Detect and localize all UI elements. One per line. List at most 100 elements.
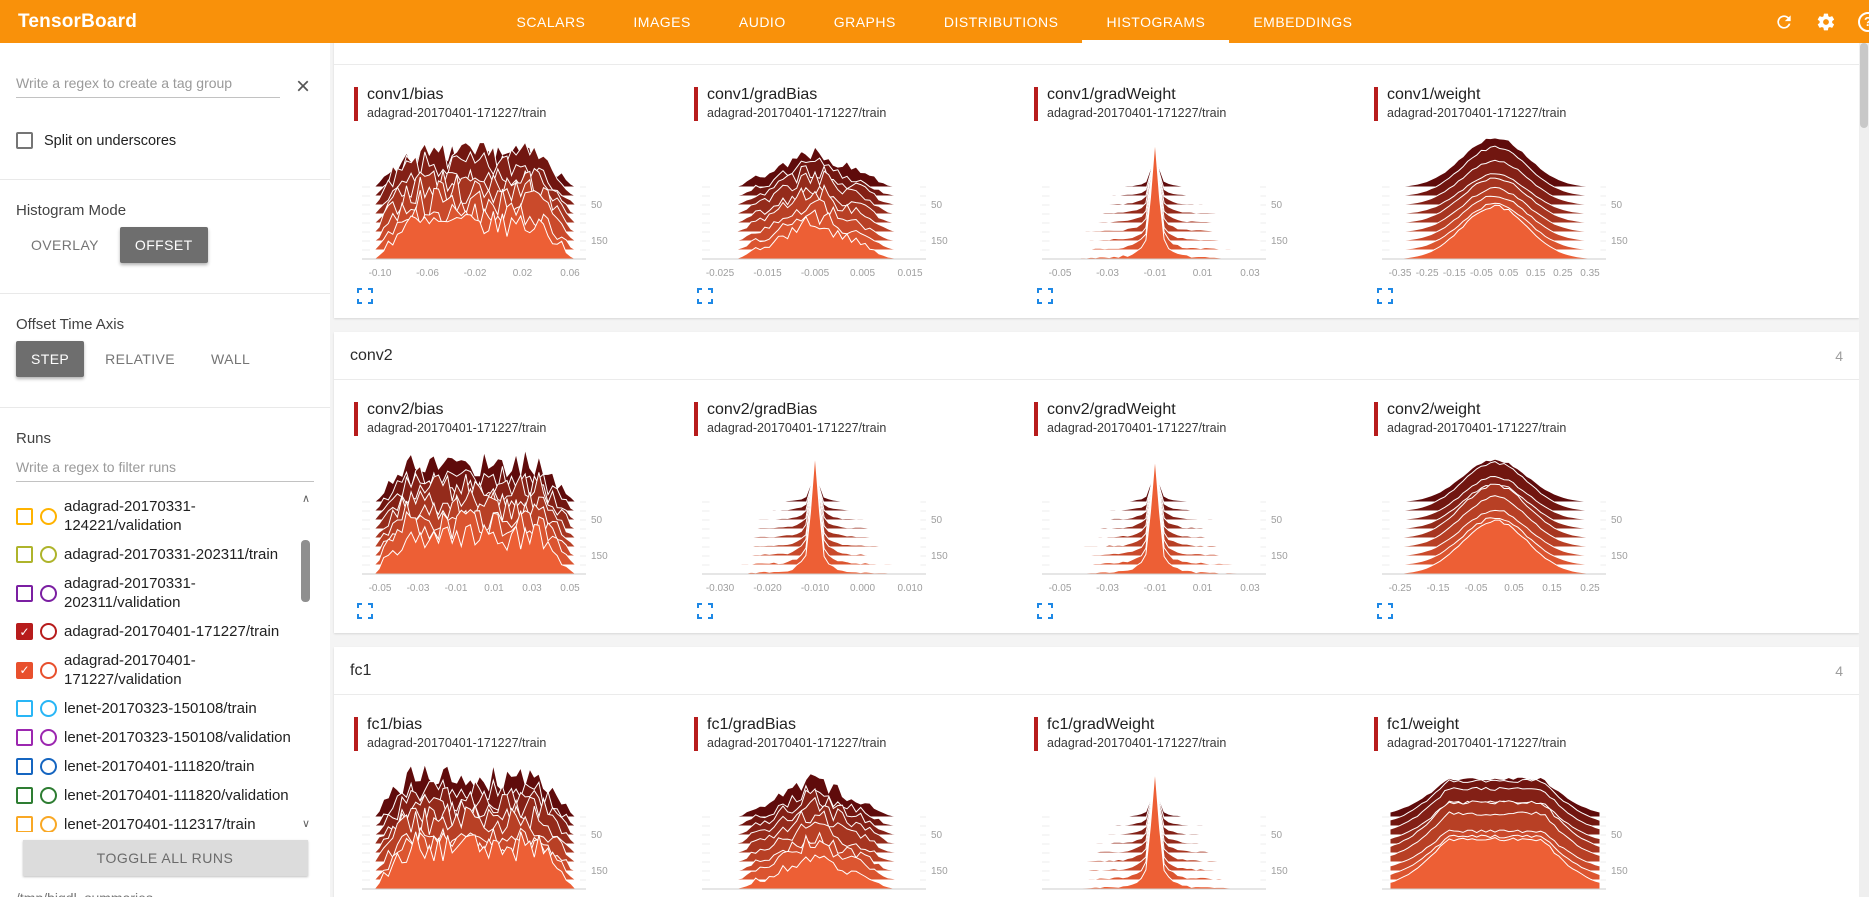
card-title: conv1/bias adagrad-20170401-171227/train (354, 85, 680, 121)
tab-histograms[interactable]: HISTOGRAMS (1082, 0, 1230, 43)
run-radio-icon[interactable] (40, 661, 57, 679)
run-row[interactable]: ✓ adagrad-20170401-171227/validation (16, 646, 294, 694)
app-title: TensorBoard (18, 10, 138, 32)
tab-scalars[interactable]: SCALARS (516, 13, 586, 30)
expand-icon[interactable] (1376, 602, 1394, 620)
run-row[interactable]: adagrad-20170331-124221/validation (16, 492, 294, 540)
svg-text:0.35: 0.35 (1580, 268, 1600, 279)
run-row[interactable]: ✓ adagrad-20170401-171227/train (16, 617, 294, 646)
run-radio-icon[interactable] (40, 584, 57, 602)
run-label: lenet-20170323-150108/validation (64, 729, 291, 746)
run-checkbox[interactable]: ✓ (16, 623, 33, 640)
category-header[interactable]: fc1 4 (334, 647, 1859, 695)
expand-icon[interactable] (1036, 287, 1054, 305)
category-header[interactable]: conv14 (334, 43, 1859, 65)
run-label: adagrad-20170331-124221/validation (64, 498, 196, 534)
offset-button[interactable]: OFFSET (119, 227, 208, 263)
run-checkbox[interactable]: ✓ (16, 661, 33, 679)
categories: conv14 conv1/bias adagrad-20170401-171227/… (330, 43, 1869, 897)
svg-text:0.03: 0.03 (1240, 583, 1260, 594)
run-radio-icon[interactable] (40, 729, 57, 746)
expand-icon[interactable] (696, 287, 714, 305)
run-row[interactable]: lenet-20170401-111820/validation (16, 781, 294, 810)
runs-scrollbar-thumb[interactable] (301, 540, 310, 602)
expand-icon[interactable] (696, 602, 714, 620)
expand-icon[interactable] (1036, 602, 1054, 620)
run-color-indicator (354, 717, 358, 751)
histogram-plot: 50 150 -0.35 -0.25 -0.15 -0.05 0.05 0.15 0.25 0.3… (1382, 137, 1628, 279)
split-on-underscores-row[interactable]: Split on underscores (16, 132, 314, 149)
expand-icon[interactable] (356, 287, 374, 305)
svg-text:-0.15: -0.15 (1443, 268, 1466, 279)
toggle-all-runs-button[interactable]: TOGGLE ALL RUNS (22, 840, 308, 876)
run-radio-icon[interactable] (40, 546, 57, 563)
category-panel: fc1 4 fc1/bias adagrad-20170401-171227/trai… (334, 647, 1859, 897)
close-icon[interactable]: × (295, 73, 310, 100)
run-checkbox[interactable] (16, 700, 33, 717)
category-header[interactable]: conv2 4 (334, 332, 1859, 380)
run-checkbox[interactable] (16, 729, 33, 746)
card-run-name: adagrad-20170401-171227/train (367, 736, 547, 750)
wall-button[interactable]: WALL (196, 341, 265, 377)
main-scrollbar-thumb[interactable] (1860, 43, 1868, 128)
step-button[interactable]: STEP (16, 341, 85, 377)
tab-embeddings[interactable]: EMBEDDINGS (1253, 13, 1353, 30)
help-icon[interactable]: ? (1857, 11, 1869, 33)
tab-images[interactable]: IMAGES (633, 13, 691, 30)
histogram-plot: 50 150 (1042, 769, 1288, 890)
svg-text:-0.05: -0.05 (1049, 268, 1072, 279)
svg-text:-0.10: -0.10 (369, 268, 392, 279)
run-row[interactable]: lenet-20170401-112317/train (16, 810, 294, 832)
svg-text:150: 150 (1271, 551, 1288, 562)
split-checkbox[interactable] (16, 132, 33, 149)
card-titles: conv2/gradBias adagrad-20170401-171227/tr… (707, 400, 886, 436)
histogram-card: conv1/gradBias adagrad-20170401-171227/tr… (684, 77, 1020, 310)
tab-distributions[interactable]: DISTRIBUTIONS (943, 13, 1059, 30)
scroll-down-icon[interactable]: ∨ (301, 818, 311, 830)
tab-audio[interactable]: AUDIO (738, 13, 786, 30)
run-radio-icon[interactable] (40, 700, 57, 717)
run-radio-icon[interactable] (40, 816, 57, 832)
run-checkbox[interactable] (16, 546, 33, 563)
run-radio-icon[interactable] (40, 623, 57, 640)
card-run-name: adagrad-20170401-171227/train (367, 421, 547, 435)
run-checkbox[interactable] (16, 758, 33, 775)
run-color-indicator (1374, 717, 1378, 751)
run-row[interactable]: adagrad-20170331-202311/validation (16, 569, 294, 617)
settings-icon[interactable] (1815, 11, 1837, 33)
card-tag-title: conv1/gradWeight (1047, 86, 1176, 103)
run-checkbox[interactable] (16, 816, 33, 832)
chart-area: 50 150 -0.10 -0.06 -0.02 0.02 0.06 (354, 131, 680, 283)
svg-text:150: 150 (931, 236, 948, 247)
relative-button[interactable]: RELATIVE (90, 341, 190, 377)
run-checkbox[interactable] (16, 507, 33, 525)
run-radio-icon[interactable] (40, 758, 57, 775)
run-row[interactable]: lenet-20170323-150108/train (16, 694, 294, 723)
refresh-icon[interactable] (1773, 11, 1795, 33)
card-run-name: adagrad-20170401-171227/train (367, 106, 547, 120)
tag-regex-input[interactable] (16, 69, 280, 98)
run-row[interactable]: adagrad-20170331-202311/train (16, 540, 294, 569)
tab-graphs[interactable]: GRAPHS (833, 13, 896, 30)
main-scrollbar[interactable] (1859, 43, 1869, 897)
chart-area: 50 150 (1034, 761, 1360, 897)
run-checkbox[interactable] (16, 584, 33, 602)
expand-icon[interactable] (1376, 287, 1394, 305)
svg-text:50: 50 (1611, 515, 1623, 526)
run-row[interactable]: lenet-20170323-150108/validation (16, 723, 294, 752)
scroll-up-icon[interactable]: ∧ (301, 493, 311, 505)
chart-area: 50 150 (354, 761, 680, 897)
run-radio-icon[interactable] (40, 507, 57, 525)
run-label: lenet-20170401-112317/train (64, 816, 256, 832)
overlay-button[interactable]: OVERLAY (16, 227, 114, 263)
expand-icon[interactable] (356, 602, 374, 620)
card-titles: conv1/gradWeight adagrad-20170401-171227/… (1047, 85, 1226, 121)
run-checkbox[interactable] (16, 787, 33, 804)
runs-filter-input[interactable] (16, 453, 314, 482)
card-title: conv2/weight adagrad-20170401-171227/trai… (1374, 400, 1700, 436)
run-color-indicator (694, 402, 698, 436)
card-titles: conv2/bias adagrad-20170401-171227/train (367, 400, 546, 436)
run-radio-icon[interactable] (40, 787, 57, 804)
card-title: conv1/gradWeight adagrad-20170401-171227/… (1034, 85, 1360, 121)
run-row[interactable]: lenet-20170401-111820/train (16, 752, 294, 781)
